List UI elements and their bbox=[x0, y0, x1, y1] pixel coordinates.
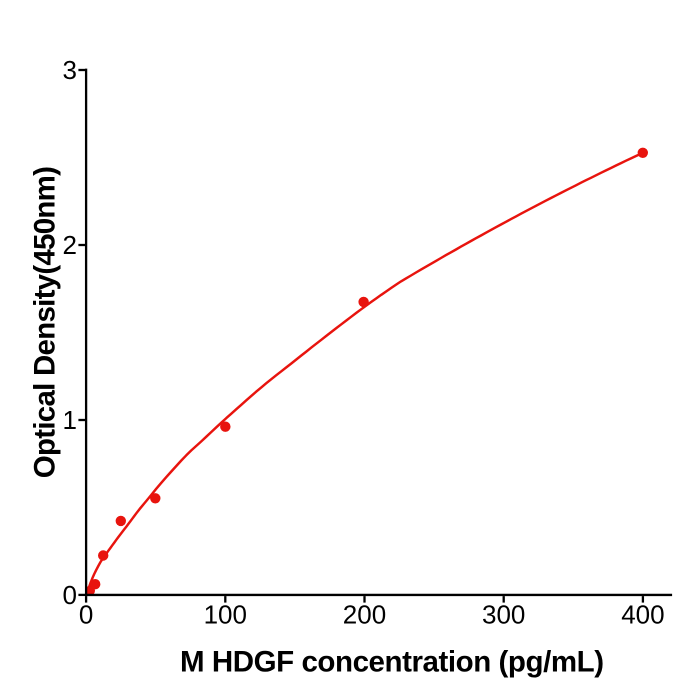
svg-text:0: 0 bbox=[79, 600, 93, 630]
svg-text:400: 400 bbox=[621, 600, 664, 630]
svg-text:Optical Density(450nm): Optical Density(450nm) bbox=[28, 167, 61, 478]
svg-text:0: 0 bbox=[63, 580, 77, 610]
svg-text:3: 3 bbox=[63, 55, 77, 85]
svg-text:100: 100 bbox=[204, 600, 247, 630]
svg-text:200: 200 bbox=[343, 600, 386, 630]
svg-text:1: 1 bbox=[63, 405, 77, 435]
svg-text:2: 2 bbox=[63, 230, 77, 260]
svg-text:M HDGF concentration (pg/mL): M HDGF concentration (pg/mL) bbox=[180, 646, 604, 679]
svg-text:300: 300 bbox=[482, 600, 525, 630]
